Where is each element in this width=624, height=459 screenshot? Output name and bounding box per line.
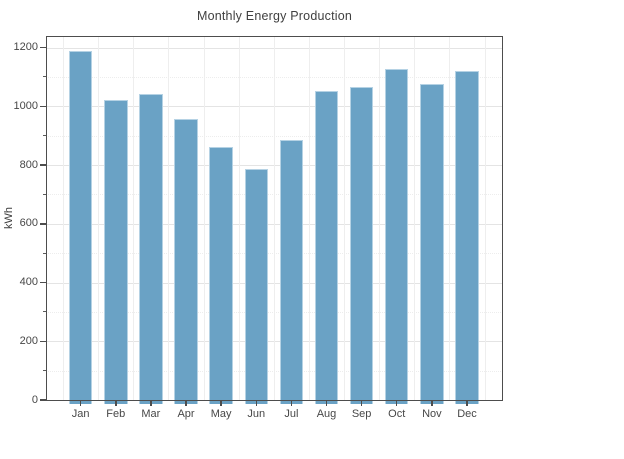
bar-feb xyxy=(104,99,128,404)
y-axis-minor-tick xyxy=(42,76,46,78)
x-axis-tick xyxy=(150,401,152,406)
x-axis-tick xyxy=(79,401,82,406)
y-tick-label: 1000 xyxy=(13,99,38,112)
y-axis-major-tick xyxy=(40,223,46,225)
x-gridline xyxy=(168,36,170,401)
y-tick-label: 800 xyxy=(19,158,38,171)
bar-aug xyxy=(314,91,339,404)
y-tick-label: 600 xyxy=(19,217,38,230)
x-tick-label: Aug xyxy=(316,408,337,420)
bar-apr xyxy=(174,119,198,404)
chart-title: Monthly Energy Production xyxy=(196,9,353,23)
bar-dec xyxy=(455,70,479,404)
x-gridline xyxy=(308,36,310,401)
y-axis-major-tick xyxy=(40,281,46,284)
bar-jul xyxy=(279,139,304,404)
bar-nov xyxy=(420,83,444,404)
y-tick-label: 1200 xyxy=(13,41,38,53)
x-tick-label: Jan xyxy=(71,408,90,420)
x-gridline xyxy=(203,36,205,401)
x-gridline xyxy=(238,36,240,401)
x-gridline xyxy=(273,36,275,401)
x-tick-label: Jun xyxy=(247,408,266,420)
x-gridline xyxy=(344,36,346,401)
x-gridline xyxy=(414,36,416,401)
x-tick-label: Oct xyxy=(388,408,406,420)
bar-mar xyxy=(139,94,163,404)
x-tick-label: Nov xyxy=(422,408,442,420)
bar-jan xyxy=(68,51,93,404)
y-axis-minor-tick xyxy=(42,370,46,372)
x-tick-label: Mar xyxy=(141,408,161,420)
x-gridline xyxy=(133,36,135,401)
bars-layer xyxy=(46,36,503,404)
x-axis-tick xyxy=(255,401,257,406)
y-axis-minor-tick xyxy=(42,135,46,137)
y-axis-major-tick xyxy=(40,399,46,401)
x-axis-tick xyxy=(290,401,293,406)
x-axis-tick xyxy=(360,401,363,406)
y-tick-label: 0 xyxy=(31,393,38,406)
x-tick-label: Apr xyxy=(177,408,195,420)
y-tick-label: 400 xyxy=(19,276,38,288)
x-tick-label: Jul xyxy=(284,408,299,420)
x-gridline xyxy=(98,36,100,401)
y-axis-minor-tick xyxy=(42,193,46,195)
bar-may xyxy=(209,146,233,404)
y-axis-major-tick xyxy=(40,46,46,49)
x-axis-tick xyxy=(220,401,222,406)
x-tick-label: Feb xyxy=(106,408,126,420)
x-gridline xyxy=(449,36,451,401)
x-axis-tick xyxy=(115,401,117,406)
x-tick-label: Sep xyxy=(351,408,372,420)
bar-jun xyxy=(244,168,268,404)
x-gridline xyxy=(379,36,381,401)
bar-oct xyxy=(384,69,409,404)
x-axis-tick xyxy=(395,401,398,406)
x-axis-tick xyxy=(466,401,468,406)
x-axis-tick xyxy=(325,401,328,406)
y-tick-label: 200 xyxy=(19,334,38,347)
bar-sep xyxy=(349,86,374,404)
y-axis-minor-tick xyxy=(42,252,46,254)
y-axis-major-tick xyxy=(40,164,46,166)
x-gridline xyxy=(484,36,486,401)
x-gridline xyxy=(63,36,65,401)
y-axis-major-tick xyxy=(40,105,46,107)
x-axis-tick xyxy=(431,401,433,406)
y-axis-major-tick xyxy=(40,340,46,342)
x-tick-label: May xyxy=(210,408,232,420)
x-axis-tick xyxy=(185,401,187,406)
y-axis-minor-tick xyxy=(42,311,46,313)
x-tick-label: Dec xyxy=(457,408,477,420)
